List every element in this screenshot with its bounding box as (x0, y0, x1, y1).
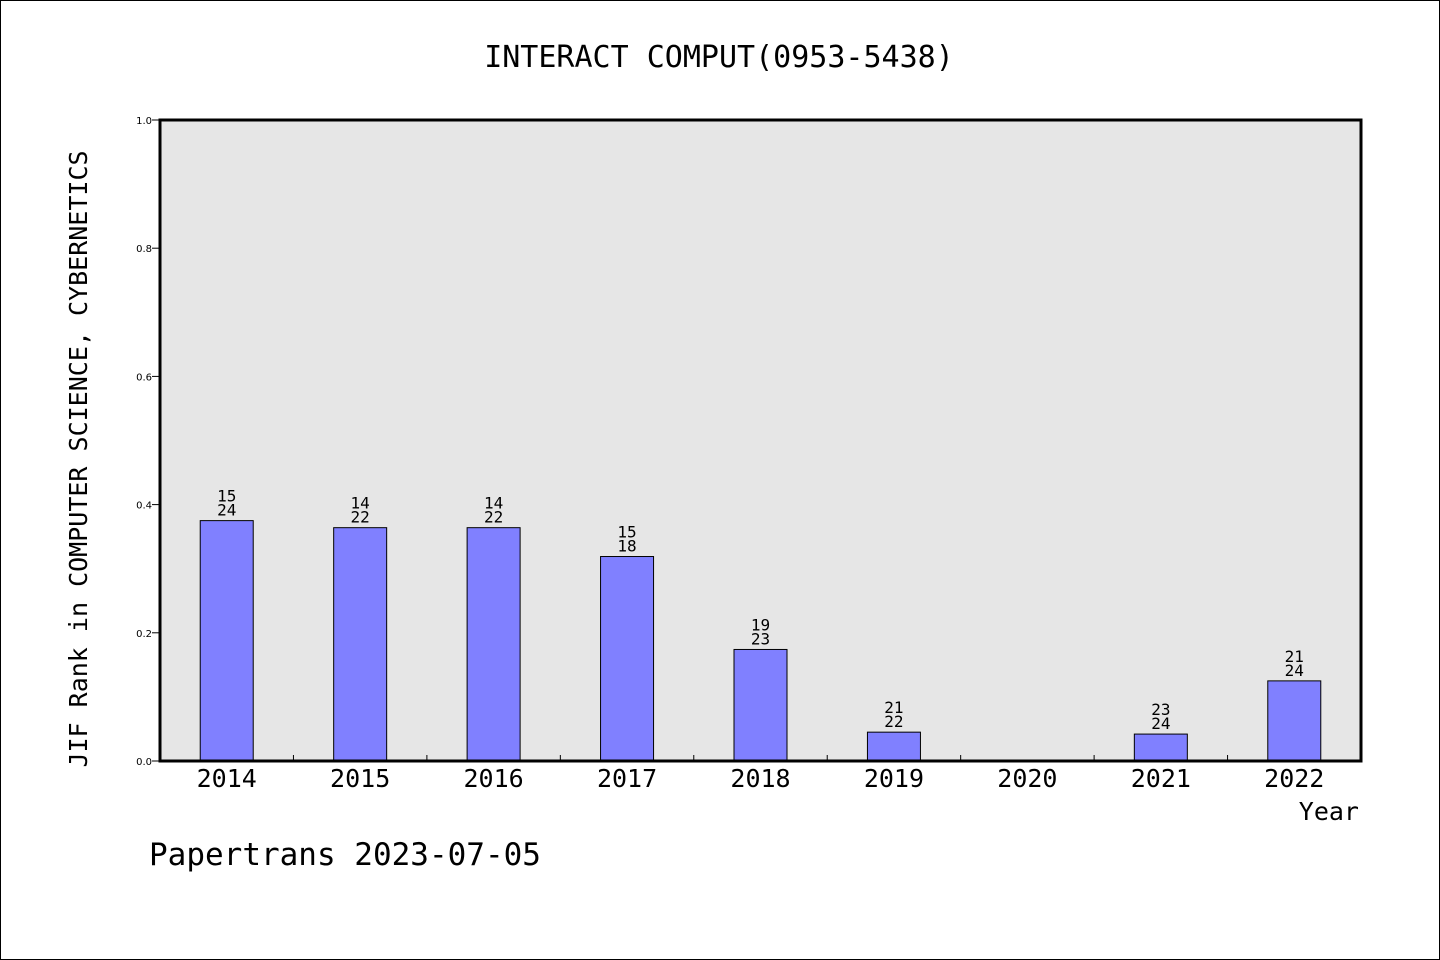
y-tick-label: 0.6 (136, 372, 152, 383)
bar (1267, 680, 1322, 762)
bar-rank-label: 14 (484, 494, 503, 513)
y-axis-label: JIF Rank in COMPUTER SCIENCE, CYBERNETIC… (64, 150, 93, 767)
bar-rank-label: 21 (884, 698, 903, 717)
bar (466, 527, 521, 762)
y-tick-label: 0.0 (136, 757, 152, 768)
bar (600, 556, 655, 762)
bar-rank-label: 21 (1285, 647, 1304, 666)
bar-rank-label: 15 (617, 523, 636, 542)
bar-total-label: 22 (351, 508, 370, 527)
x-tick-label: 2018 (730, 764, 790, 793)
bar-rank-label: 19 (751, 615, 770, 634)
bar-total-label: 23 (751, 629, 770, 648)
footer-source: Papertrans 2023-07-05 (149, 837, 541, 873)
bar-total-label: 22 (884, 712, 903, 731)
x-tick-label: 2020 (997, 764, 1057, 793)
x-tick-label: 2019 (864, 764, 924, 793)
y-tick-label: 0.8 (136, 244, 152, 255)
bar-total-label: 24 (1151, 714, 1170, 733)
bar-total-label: 24 (217, 501, 236, 520)
y-ticks-group: 0.0 0.2 0.4 0.6 0.8 1.0 (136, 116, 160, 768)
x-tick-label: 2016 (464, 764, 524, 793)
bar-total-label: 24 (1285, 661, 1304, 680)
bar (333, 527, 388, 762)
bar-total-label: 18 (617, 537, 636, 556)
x-tick-label: 2022 (1264, 764, 1324, 793)
x-tick-label: 2014 (197, 764, 257, 793)
x-tick-label: 2017 (597, 764, 657, 793)
x-ticks-group: 2014 2015 2016 2017 2018 2019 2020 2021 2022 (197, 755, 1324, 793)
chart-title: INTERACT COMPUT(0953-5438) (484, 40, 954, 75)
x-tick-label: 2021 (1131, 764, 1191, 793)
plot-frame (158, 118, 1363, 763)
y-tick-label: 0.2 (136, 629, 152, 640)
bar (733, 648, 788, 762)
x-tick-label: 2015 (330, 764, 390, 793)
y-tick-label: 1.0 (136, 116, 152, 127)
bar (866, 731, 921, 762)
bar (1133, 733, 1188, 762)
bar-rank-label: 23 (1151, 700, 1170, 719)
y-tick-label: 0.4 (136, 501, 152, 512)
bar-total-label: 22 (484, 508, 503, 527)
bar-rank-label: 15 (217, 487, 236, 506)
bar-rank-label: 14 (351, 494, 370, 513)
x-axis-label: Year (1299, 797, 1359, 826)
bar (199, 520, 254, 762)
